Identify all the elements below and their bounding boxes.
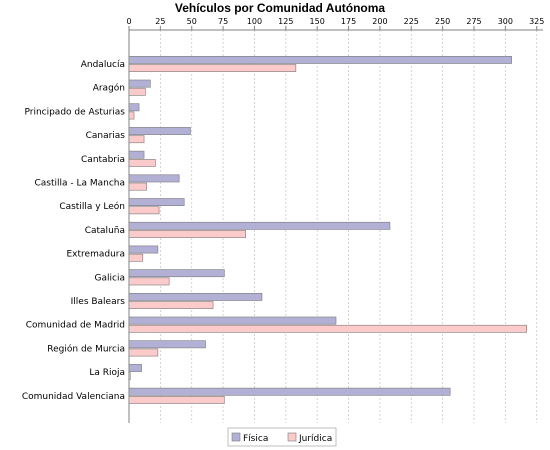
x-tick-label: 250 [435,17,450,26]
bar-fisica [128,245,159,254]
x-tick-label: 125 [278,17,293,26]
bar-juridica [128,372,131,381]
bar-juridica [128,277,170,286]
x-axis-ticks: 0 25 50 75 100 125 150 175 200 225 250 275 300 325 [126,17,544,30]
legend-label: Física [243,434,268,444]
bar-fisica [128,269,225,278]
category-label: Canarias [86,131,126,141]
bar-fisica [128,150,145,159]
bar-fisica [128,316,337,325]
x-tick-label: 300 [498,17,513,26]
x-tick-label: 200 [372,17,387,26]
category-label: Principado de Asturias [24,107,125,117]
bar-juridica [128,230,246,238]
category-label: Región de Murcia [47,343,125,354]
category-labels: Andalucía Aragón Principado de Asturias Can… [22,60,125,402]
bar-fisica [128,55,512,64]
x-tick-label: 275 [466,17,481,26]
category-label: Cataluña [85,226,125,236]
bar-fisica [128,221,391,230]
bars [128,55,527,404]
bar-juridica [128,159,156,167]
bar-juridica [128,301,214,309]
category-label: Comunidad de Madrid [26,321,125,331]
bar-juridica [128,182,147,191]
bar-juridica [128,135,145,144]
bar-fisica [128,103,140,112]
x-tick-label: 25 [155,17,165,26]
bar-fisica [128,198,185,206]
x-tick-label: 150 [310,17,325,26]
bar-fisica [128,364,142,372]
category-label: Aragón [93,83,125,94]
legend-swatch [231,432,241,442]
x-tick-label: 325 [529,17,544,26]
category-label: Comunidad Valenciana [22,392,125,402]
category-label: Galicia [95,273,125,283]
chart-title: Vehículos por Comunidad Autónoma [175,1,386,15]
bar-juridica [128,64,297,72]
bar-fisica [128,174,180,183]
bar-fisica [128,340,206,349]
legend-swatch [287,432,297,442]
category-label: La Rioja [89,368,125,378]
legend-box [227,427,337,447]
bar-juridica [128,111,135,120]
bar-juridica [128,395,225,404]
x-tick-label: 100 [247,17,262,26]
category-label: Illes Balears [71,297,126,307]
x-tick-label: 225 [404,17,419,26]
category-label: Castilla y León [59,201,125,212]
x-tick-label: 0 [126,17,131,26]
bar-fisica [128,79,151,88]
x-tick-label: 50 [187,17,197,26]
bar-juridica [128,87,146,96]
bar-juridica [128,206,160,215]
legend: Física Jurídica [227,427,337,447]
bar-fisica [128,387,451,396]
category-label: Castilla - La Mancha [34,179,125,189]
bar-juridica [128,324,527,333]
category-label: Extremadura [67,250,126,260]
bar-juridica [128,253,144,262]
x-tick-label: 75 [218,17,228,26]
category-label: Andalucía [81,60,125,70]
category-label: Cantabria [81,155,125,165]
legend-label: Jurídica [298,434,332,444]
bar-juridica [128,348,159,357]
x-tick-label: 175 [341,17,356,26]
bar-fisica [128,127,191,135]
bar-fisica [128,292,263,301]
